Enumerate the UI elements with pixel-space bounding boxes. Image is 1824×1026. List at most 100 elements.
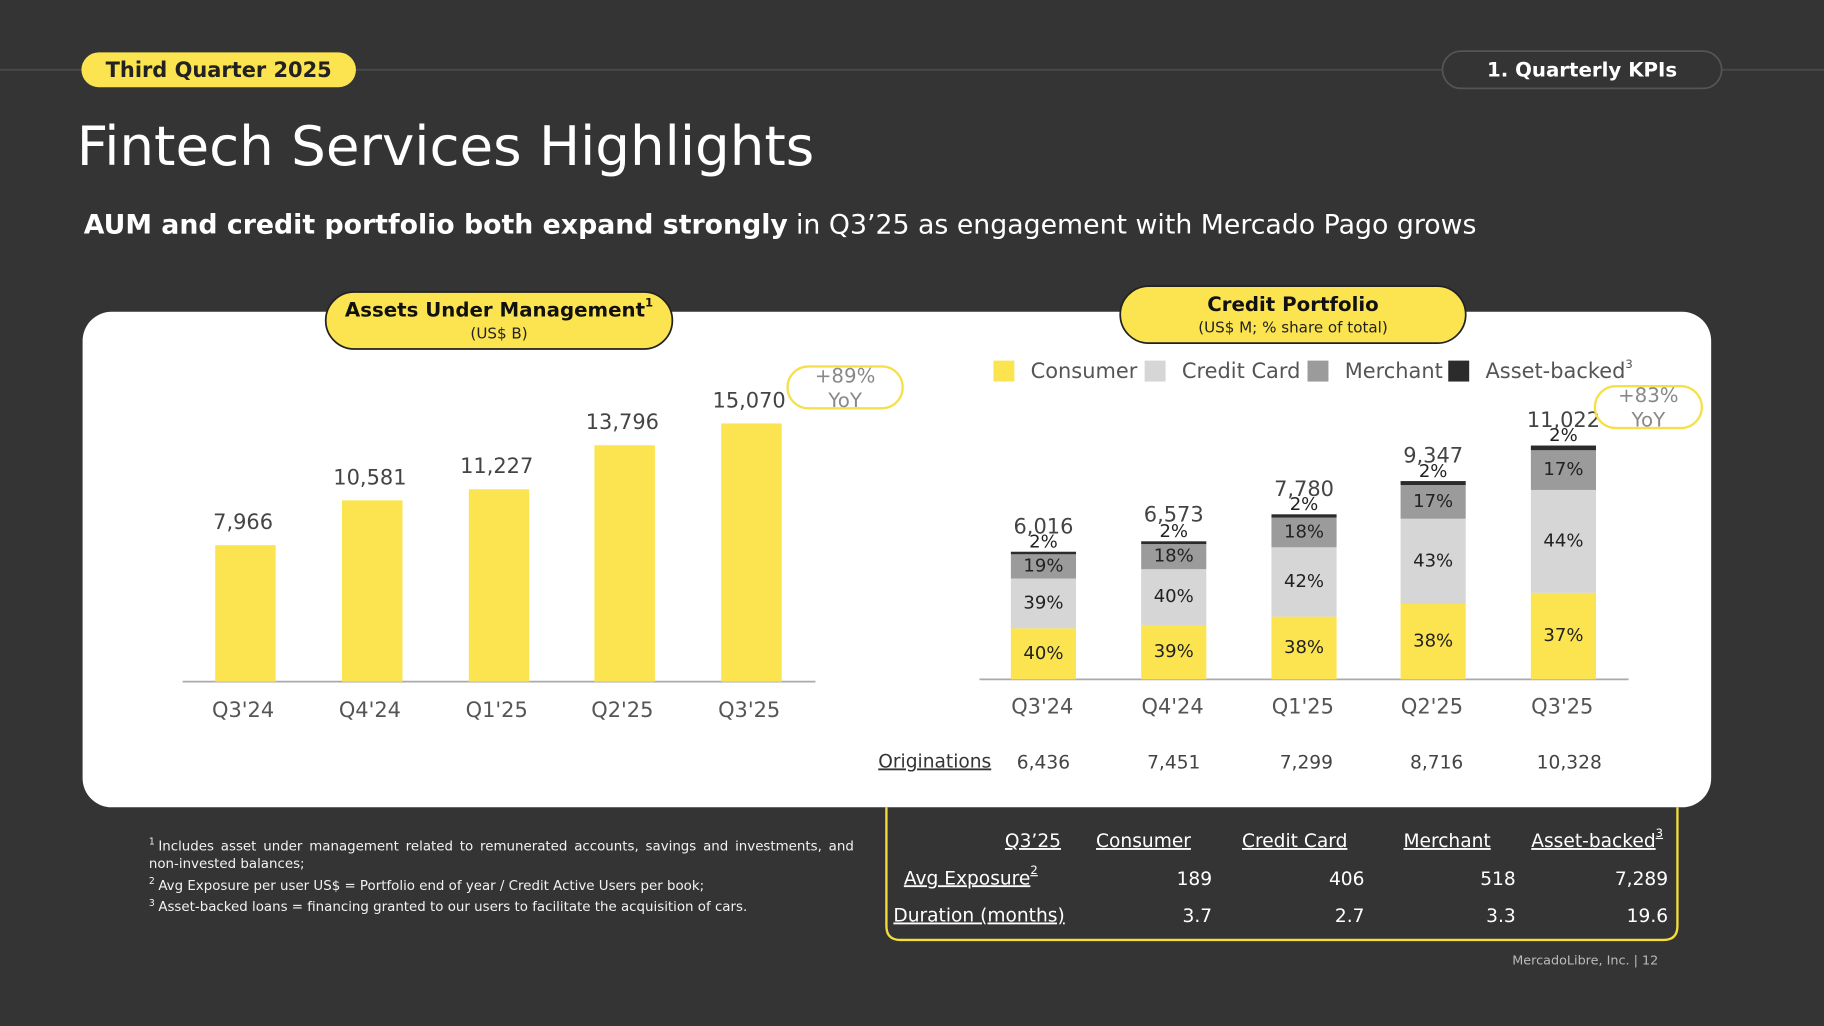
annotation-pill xyxy=(1593,385,1704,430)
footnote-mark: 2 xyxy=(148,875,155,887)
annotation-pill xyxy=(786,365,904,410)
segment-label: 2% xyxy=(1290,494,1319,515)
row-label: Avg Exposure2 xyxy=(904,863,1038,889)
segment-label: 17% xyxy=(1543,459,1583,480)
bar-segment xyxy=(1271,547,1337,617)
bar-segment xyxy=(1141,624,1207,680)
annotation: YoY xyxy=(1631,409,1667,432)
table-cell: 3.3 xyxy=(1486,906,1516,927)
annotation: YoY xyxy=(827,389,863,412)
bar-segment xyxy=(1530,445,1596,451)
x-tick-label: Q2'25 xyxy=(1401,694,1463,718)
segment-label: 18% xyxy=(1154,546,1194,567)
table-cell: 19.6 xyxy=(1627,906,1668,927)
bar-segment xyxy=(1271,616,1337,680)
value-label: 7,966 xyxy=(213,510,273,534)
bar-segment xyxy=(1271,517,1337,548)
x-tick-label: Q4'24 xyxy=(1141,694,1203,718)
footnote: 2 Avg Exposure per user US$ = Portfolio e… xyxy=(149,872,854,894)
table-cell: 3.7 xyxy=(1183,906,1213,927)
segment-label: 18% xyxy=(1284,521,1324,542)
bar-segment xyxy=(1400,485,1466,519)
total-label: 6,016 xyxy=(1013,514,1073,538)
pill xyxy=(324,291,674,350)
x-tick-label: Q3'25 xyxy=(1531,694,1593,718)
badge-pill xyxy=(81,52,356,88)
legend-label: Consumer xyxy=(1031,359,1138,383)
table-header: Consumer xyxy=(1096,831,1191,852)
x-tick-label: Q1'25 xyxy=(1272,694,1334,718)
total-label: 9,347 xyxy=(1403,444,1463,468)
total-label: 7,780 xyxy=(1274,477,1334,501)
total-label: 11,022 xyxy=(1527,408,1600,432)
segment-label: 19% xyxy=(1023,555,1063,576)
segment-label: 40% xyxy=(1023,643,1063,664)
bar-segment xyxy=(1530,489,1596,593)
chart-title: Assets Under Management1 xyxy=(345,295,653,321)
legend-label: Asset-backed3 xyxy=(1485,357,1632,384)
footnotes: 1 Includes asset under management related… xyxy=(148,836,854,916)
legend-label-text: Consumer xyxy=(1031,359,1138,383)
table-cell: 518 xyxy=(1480,869,1516,890)
annotation: +83% xyxy=(1618,384,1679,407)
row-label-note: 2 xyxy=(1030,863,1037,877)
x-tick-label: Q2'25 xyxy=(591,698,653,722)
table-cell: 406 xyxy=(1329,869,1365,890)
bar-segment xyxy=(1141,541,1207,545)
value-label: 10,581 xyxy=(333,465,406,489)
value-label: 13,796 xyxy=(586,410,659,434)
title: Fintech Services Highlights xyxy=(77,114,815,178)
table-header-text: Consumer xyxy=(1096,831,1191,852)
footnote: 3 Asset-backed loans = financing granted … xyxy=(149,894,854,916)
legend-swatch xyxy=(1144,360,1166,382)
segment-label: 38% xyxy=(1413,631,1453,652)
origination-value: 10,328 xyxy=(1537,753,1602,774)
segment-label: 38% xyxy=(1284,637,1324,658)
segment-label: 17% xyxy=(1413,491,1453,512)
table-header-text: Merchant xyxy=(1403,831,1490,852)
value-label: 11,227 xyxy=(460,454,533,478)
subtitle-bold: AUM and credit portfolio both expand str… xyxy=(84,209,788,240)
bar-segment xyxy=(1010,578,1077,629)
row-label-text: Avg Exposure xyxy=(904,868,1031,889)
bar-segment xyxy=(1400,518,1466,604)
legend-swatch xyxy=(993,360,1015,382)
segment-label: 2% xyxy=(1159,521,1188,542)
footnote-text: Asset-backed loans = financing granted t… xyxy=(158,898,748,915)
annotation: +89% xyxy=(815,364,876,387)
originations-label: Originations xyxy=(878,751,991,772)
table-header-note: 3 xyxy=(1656,825,1663,839)
segment-label: 44% xyxy=(1543,530,1583,551)
bar-segment xyxy=(1530,592,1596,680)
x-tick-label: Q3'24 xyxy=(212,698,274,722)
bar-segment xyxy=(1010,551,1077,555)
pill xyxy=(1119,285,1467,345)
subtitle: AUM and credit portfolio both expand str… xyxy=(84,209,1477,240)
legend-label-text: Asset-backed xyxy=(1485,359,1625,383)
badge: Third Quarter 2025 xyxy=(106,58,332,82)
footnote-mark: 3 xyxy=(148,897,155,909)
table-header-text: Credit Card xyxy=(1242,831,1347,852)
legend-swatch xyxy=(1448,360,1470,382)
bar-segment xyxy=(1010,628,1077,680)
bar-segment xyxy=(1530,450,1596,490)
bar-segment xyxy=(1010,554,1077,579)
segment-label: 39% xyxy=(1154,641,1194,662)
legend-swatch xyxy=(1307,360,1329,382)
value-label: 15,070 xyxy=(713,388,786,412)
section: 1. Quarterly KPIs xyxy=(1487,58,1677,81)
bar xyxy=(468,489,530,682)
footnote-mark: 1 xyxy=(148,836,155,847)
table-header: Merchant xyxy=(1403,831,1490,852)
segment-label: 2% xyxy=(1419,461,1448,482)
origination-value: 6,436 xyxy=(1017,753,1070,774)
segment-label: 43% xyxy=(1413,550,1453,571)
table-header-text: Q3’25 xyxy=(1005,831,1061,852)
x-tick-label: Q4'24 xyxy=(339,698,401,722)
segment-label: 37% xyxy=(1543,625,1583,646)
origination-value: 7,299 xyxy=(1280,753,1333,774)
footnote-text: Includes asset under management related … xyxy=(148,837,854,872)
x-tick-label: Q3'25 xyxy=(718,698,780,722)
